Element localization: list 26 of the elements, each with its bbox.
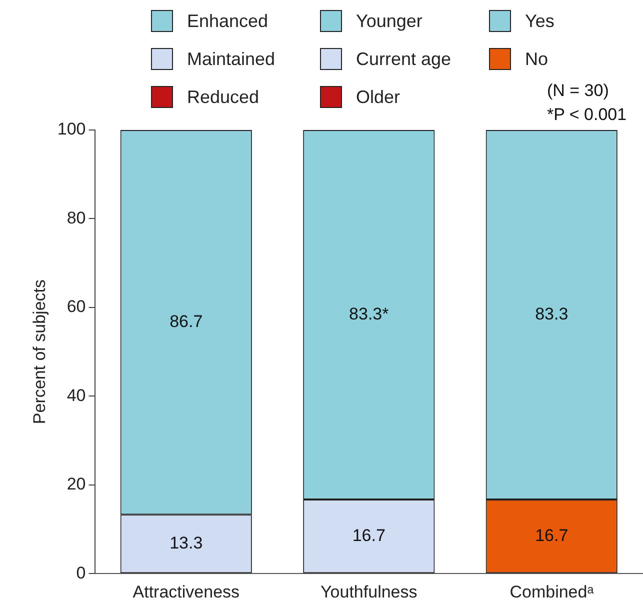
data-label: 13.3 xyxy=(170,534,203,553)
legend-label: Older xyxy=(356,86,400,108)
x-tick-label: Youthfulness xyxy=(320,582,418,602)
legend-label: Reduced xyxy=(187,86,260,108)
legend-label: No xyxy=(525,48,548,70)
data-label: 16.7 xyxy=(535,526,568,545)
data-label: 86.7 xyxy=(170,312,203,331)
y-tick-label: 0 xyxy=(76,563,86,582)
legend-label: Maintained xyxy=(187,48,276,70)
x-tick-label: Combinedᵃ xyxy=(510,582,594,602)
data-label: 83.3* xyxy=(349,304,390,324)
y-tick-label: 40 xyxy=(66,386,86,405)
text: (N = 30) xyxy=(547,81,609,100)
y-axis-title: Percent of subjects xyxy=(30,280,49,424)
y-tick-label: 60 xyxy=(66,297,86,316)
legend-label: Enhanced xyxy=(187,10,268,32)
legend-label: Yes xyxy=(525,10,554,32)
legend-label: Current age xyxy=(356,48,452,70)
y-tick-label: 100 xyxy=(57,120,86,139)
y-tick-label: 80 xyxy=(66,208,86,228)
data-label: 83.3 xyxy=(535,304,568,324)
text: *P < 0.001 xyxy=(547,105,627,124)
x-tick-label: Attractiveness xyxy=(132,582,240,602)
legend-label: Younger xyxy=(356,10,422,32)
y-tick-label: 20 xyxy=(66,474,86,494)
data-label: 16.7 xyxy=(352,526,386,545)
